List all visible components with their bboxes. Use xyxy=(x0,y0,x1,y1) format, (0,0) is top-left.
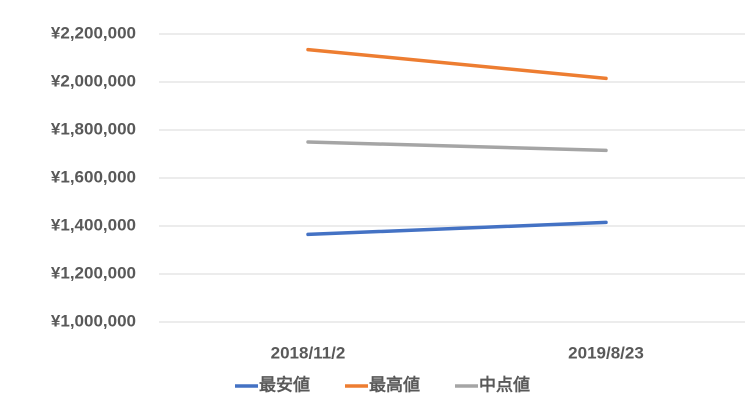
y-tick-label: ¥2,000,000 xyxy=(51,71,136,90)
y-tick-label: ¥1,800,000 xyxy=(51,119,136,138)
y-tick-label: ¥1,000,000 xyxy=(51,311,136,330)
series-line xyxy=(306,140,608,153)
legend-label: 最安値 xyxy=(259,374,310,394)
legend-label: 中点値 xyxy=(479,374,530,394)
x-tick-label: 2018/11/2 xyxy=(271,343,346,362)
legend-label: 最高値 xyxy=(369,374,420,394)
x-tick-label: 2019/8/23 xyxy=(568,343,644,362)
y-tick-label: ¥1,600,000 xyxy=(51,167,136,186)
y-tick-label: ¥1,400,000 xyxy=(51,215,136,234)
series-line xyxy=(306,47,608,81)
series-line xyxy=(306,220,608,237)
y-tick-label: ¥1,200,000 xyxy=(51,263,136,282)
y-tick-label: ¥2,200,000 xyxy=(51,23,136,42)
